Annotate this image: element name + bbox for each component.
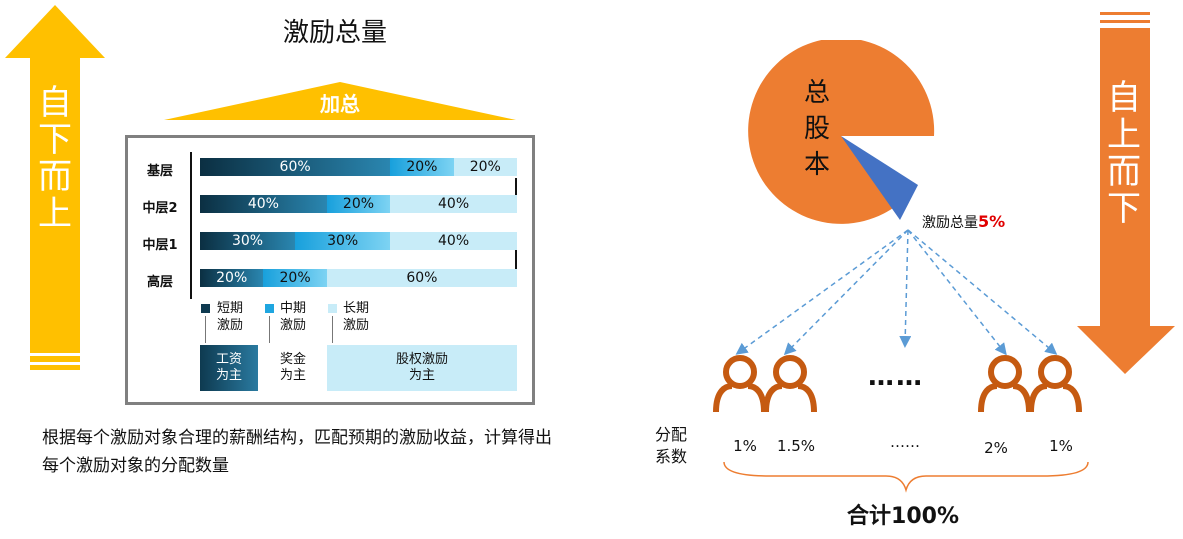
bar-segment: 40% [390,195,517,213]
coef-4: 1% [1049,437,1073,455]
bar-row: 40% 20% 40% [200,195,517,213]
box-salary: 工资 为主 [200,345,258,391]
connector-3 [332,316,333,343]
left-axis-line [190,152,192,299]
bar-segment: 20% [200,269,264,287]
bar-segment: 40% [390,232,517,250]
row-label-middle1: 中层1 [142,238,178,253]
more-persons-ellipsis: …… [868,362,924,392]
right-tick-2 [515,250,517,272]
person-icon [763,355,817,413]
bar-segment: 30% [200,232,296,250]
legend-long-term: 长期 激励 [343,301,370,333]
legend-mid-swatch [265,304,274,313]
coef-ellipsis: …… [890,433,920,451]
bar-row: 60% 20% 20% [200,158,517,176]
person-icon [713,355,767,413]
coef-3: 2% [984,439,1008,457]
bar-segment: 30% [295,232,391,250]
legend-mid-term: 中期 激励 [280,301,307,333]
bar-segment: 20% [263,269,327,287]
bar-segment: 60% [200,158,391,176]
bar-segment: 20% [453,158,517,176]
description-text: 根据每个激励对象合理的薪酬结构，匹配预期的激励收益，计算得出每个激励对象的分配数… [42,428,552,476]
legend-long-swatch [328,304,337,313]
total-label: 合计100% [847,504,959,529]
box-bonus: 奖金 为主 [279,352,306,383]
allocation-arrows [735,229,1058,356]
bar-row: 20% 20% 60% [200,269,517,287]
sum-triangle [164,82,516,120]
slice-label: 激励总量5% [922,212,1006,231]
pie-label: 总股本 [803,78,830,180]
bottom-up-arrow-text: 自下而上 [38,83,72,234]
right-tick-1 [515,178,517,200]
incentive-structure-panel [125,135,535,405]
legend-short-swatch [201,304,210,313]
connector-2 [269,316,270,343]
connector-1 [205,316,206,343]
box-equity: 股权激励 为主 [327,345,517,391]
bar-segment: 60% [326,269,517,287]
row-label-senior: 高层 [146,275,173,290]
incentive-total-title: 激励总量 [282,18,387,48]
row-label-grassroots: 基层 [146,164,173,179]
bar-segment: 20% [326,195,391,213]
row-label-middle2: 中层2 [142,201,178,216]
sum-label: 加总 [320,92,360,116]
top-down-arrow [1077,12,1175,374]
bottom-up-arrow [5,5,105,370]
person-icon [978,355,1032,413]
person-icon [1028,355,1082,413]
bar-row: 30% 30% 40% [200,232,517,250]
coef-2: 1.5% [776,437,816,455]
coef-1: 1% [733,437,757,455]
total-equity-pie [748,40,935,224]
bar-segment: 20% [390,158,454,176]
allocation-coefficient-label: 分配 系数 [655,425,688,466]
recipient-persons [713,355,1082,413]
top-down-arrow-text: 自上而下 [1107,78,1141,229]
bar-segment: 40% [200,195,327,213]
total-brace [723,461,1089,493]
legend-short-term: 短期 激励 [217,301,244,333]
